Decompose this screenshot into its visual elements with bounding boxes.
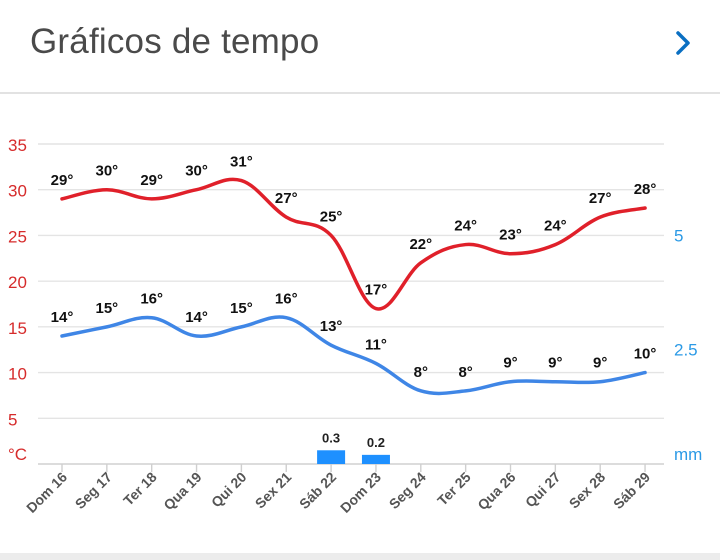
min-temp-label: 15° [230,300,253,317]
precip-label: 0.3 [322,430,340,445]
precip-bar [361,454,390,464]
max-temp-label: 29° [140,172,163,189]
min-temp-label: 9° [503,355,517,372]
max-temp-label: 30° [185,163,208,180]
min-temp-label: 11° [365,336,387,353]
max-temp-label: 28° [634,181,657,198]
max-temp-label: 24° [454,218,477,235]
precip-bar [317,450,346,464]
x-tick-label: Sex 28 [566,469,609,512]
x-tick-label: Qui 20 [208,469,250,511]
min-temp-label: 14° [185,309,208,326]
y-left-tick-label: 20 [8,273,27,292]
x-tick-label: Sáb 29 [610,469,653,512]
card-header: Gráficos de tempo [0,0,720,94]
y-right-unit: mm [674,445,702,464]
min-temp-label: 9° [593,355,607,372]
min-temp-label: 8° [458,364,472,381]
y-right-tick-label: 2.5 [674,341,698,360]
max-temp-label: 17° [365,282,388,299]
y-right-tick-label: 5 [674,226,683,245]
max-temp-label: 29° [51,172,74,189]
min-temp-label: 16° [275,291,298,308]
max-temp-label: 22° [409,236,432,253]
max-temp-line [60,177,647,311]
y-left-tick-label: 10 [8,365,27,384]
x-tick-label: Dom 23 [337,469,384,516]
y-left-tick-label: 30 [8,182,27,201]
min-temp-label: 13° [320,318,343,335]
x-tick-label: Sex 21 [252,469,295,512]
x-tick-label: Qui 27 [522,469,564,511]
min-temp-label: 9° [548,355,562,372]
x-tick-label: Seg 17 [72,469,115,512]
min-temp-line [60,315,647,396]
max-temp-label: 27° [589,190,612,207]
divider [0,553,720,560]
y-left-tick-label: 5 [8,410,17,429]
x-tick-label: Qua 19 [160,469,204,513]
chevron-right-icon[interactable] [668,28,698,58]
min-temp-label: 8° [414,364,428,381]
precip-label: 0.2 [367,435,385,450]
y-left-tick-label: 15 [8,319,27,338]
y-left-tick-label: 35 [8,136,27,155]
max-temp-label: 23° [499,227,522,244]
max-temp-label: 31° [230,154,253,171]
x-tick-label: Qua 26 [474,469,518,513]
x-tick-label: Ter 18 [120,469,160,509]
max-temp-label: 27° [275,190,298,207]
x-tick-label: Seg 24 [386,469,429,512]
page-title: Gráficos de tempo [30,22,320,61]
min-temp-label: 16° [140,291,163,308]
max-temp-label: 24° [544,218,567,235]
max-temp-label: 30° [96,163,119,180]
min-temp-label: 15° [96,300,119,317]
y-left-tick-label: 25 [8,227,27,246]
y-left-unit: °C [8,445,27,464]
x-tick-label: Sáb 22 [296,469,339,512]
x-tick-label: Ter 25 [434,469,474,509]
min-temp-label: 14° [51,309,74,326]
min-temp-label: 10° [634,346,657,363]
max-temp-label: 25° [320,208,343,225]
x-tick-label: Dom 16 [23,469,70,516]
